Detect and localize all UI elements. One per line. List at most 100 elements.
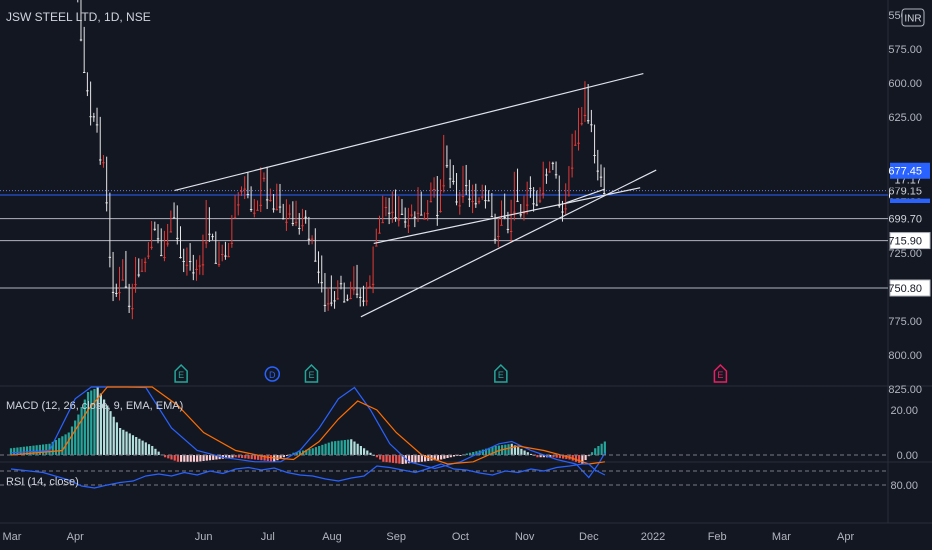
macd-histogram-bar	[86, 392, 90, 455]
trendlines[interactable]	[174, 73, 657, 318]
event-badge[interactable]: E	[304, 363, 319, 383]
macd-histogram-bar	[379, 455, 382, 460]
currency-button[interactable]: INR	[901, 8, 925, 27]
candle-body	[432, 189, 436, 191]
time-tick-label: Jun	[195, 531, 213, 543]
macd-histogram-bar	[180, 455, 183, 462]
trendline[interactable]	[373, 187, 641, 245]
price-tag-box	[890, 162, 930, 179]
event-badge[interactable]: E	[174, 363, 188, 383]
price-tag[interactable]: 699.70	[888, 210, 930, 227]
time-tick-label: Oct	[452, 531, 469, 543]
macd-histogram-bar	[398, 455, 401, 464]
currency-label: INR	[904, 14, 921, 25]
time-axis[interactable]: Mar Apr Jun Jul Aug Sep Oct Nov Dec 2022 Feb Mar Apr	[3, 531, 855, 543]
macd-histogram-bar	[192, 455, 196, 462]
price-tag[interactable]: 677.45	[888, 162, 930, 179]
macd-histogram-bar	[54, 440, 58, 455]
macd-histogram-bar	[484, 448, 488, 455]
candle-body	[535, 204, 538, 206]
macd-histogram-bar	[594, 448, 597, 455]
event-badge[interactable]: E	[494, 363, 508, 383]
macd-histogram-bar	[578, 455, 581, 463]
candle-body	[95, 124, 99, 126]
macd-histogram-bar	[472, 452, 475, 455]
macd-histogram-bar	[58, 438, 61, 455]
candle-body	[291, 223, 295, 225]
candle-body	[131, 308, 134, 310]
candle-body	[387, 212, 391, 214]
macd-histogram-bar	[208, 455, 212, 461]
macd-tick-label: 0.00	[897, 450, 918, 462]
macd-histogram-bar	[247, 455, 250, 459]
macd-histogram-bar	[170, 455, 173, 460]
macd-histogram-bar	[475, 451, 478, 455]
macd-histogram-bar	[507, 444, 510, 455]
candle-body	[403, 221, 407, 223]
candle-body	[92, 116, 96, 118]
candle-body	[79, 39, 83, 41]
event-badge[interactable]: E	[713, 363, 728, 383]
candle-body	[333, 300, 336, 302]
macd-histogram-bar	[202, 455, 205, 461]
macd-histogram-bar	[135, 437, 138, 455]
candle-body	[371, 283, 375, 285]
candle-body	[583, 114, 587, 116]
macd-histogram-bar	[555, 455, 558, 458]
macd-histogram-bar	[257, 455, 260, 460]
candle-body	[243, 188, 246, 190]
macd-histogram-bar	[529, 453, 533, 455]
candle-body	[420, 214, 423, 216]
price-tick-label: 600.00	[888, 78, 922, 90]
macd-histogram-bar	[562, 455, 565, 459]
price-tag-label: 715.90	[888, 236, 922, 248]
candle-body	[153, 228, 157, 230]
macd-histogram-bar	[231, 455, 234, 458]
chart-title: JSW STEEL LTD, 1D, NSE	[6, 10, 151, 24]
candle-body	[596, 170, 599, 172]
price-tag[interactable]: 715.90	[888, 232, 931, 250]
candle-body	[224, 255, 227, 257]
candle-body	[558, 205, 561, 207]
candle-body	[253, 212, 256, 214]
candle-body	[570, 167, 574, 169]
candle-body	[134, 284, 137, 286]
macd-histogram-bar	[481, 449, 484, 455]
macd-histogram-bar	[337, 440, 340, 455]
macd-histogram-bar	[253, 455, 257, 460]
macd-histogram-bar	[77, 414, 80, 455]
trendline[interactable]	[174, 73, 644, 192]
candle-body	[487, 200, 490, 202]
candle-body	[282, 218, 285, 220]
macd-signal-line	[10, 386, 605, 465]
candle-body	[169, 231, 173, 233]
event-badge[interactable]: D	[264, 366, 281, 382]
candle-body	[580, 123, 583, 125]
candle-body	[89, 116, 92, 118]
macd-histogram-bar	[375, 455, 379, 458]
price-axis[interactable]: 825.00 800.00 775.00 725.00 625.00 600.00 575.…	[888, 10, 931, 396]
macd-histogram-bar	[237, 455, 241, 458]
candle-body	[407, 225, 410, 227]
trendline[interactable]	[566, 188, 606, 204]
candle-body	[477, 201, 481, 203]
macd-histogram-bar	[228, 455, 231, 458]
candle-body	[429, 201, 433, 203]
macd-histogram-bar	[597, 446, 600, 455]
macd-histogram-bar	[510, 443, 513, 455]
candle-body	[82, 72, 86, 74]
macd-histogram-bar	[163, 455, 167, 458]
macd-histogram-bar	[382, 455, 385, 462]
macd-histogram-bar	[353, 441, 356, 455]
candle-body	[519, 214, 522, 216]
macd-histogram-bar	[269, 455, 273, 462]
candle-body	[516, 200, 519, 202]
macd-histogram-bar	[517, 447, 520, 455]
macd-histogram-bar	[29, 446, 32, 455]
price-tag[interactable]: 750.80	[888, 279, 931, 297]
candle-body	[365, 300, 368, 302]
candle-body	[355, 293, 359, 295]
macd-histogram-bar	[183, 455, 186, 462]
